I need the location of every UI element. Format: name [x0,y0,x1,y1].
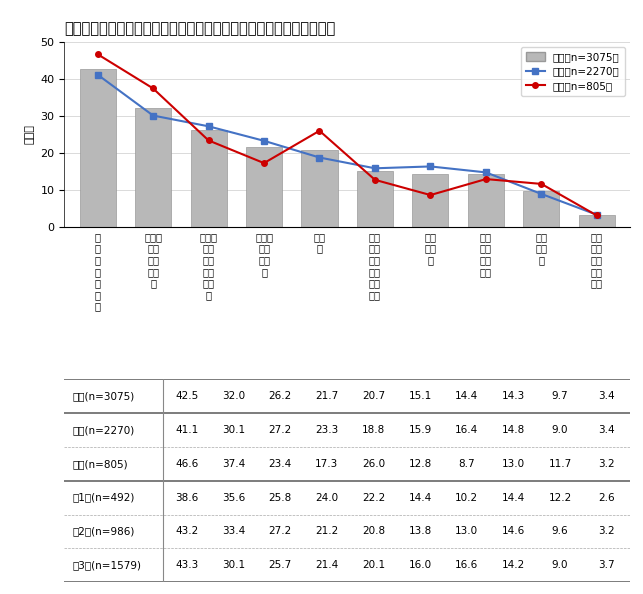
Bar [302,150,338,228]
Text: 33.4: 33.4 [222,526,245,536]
Bar [357,171,393,228]
Text: 3.2: 3.2 [599,526,615,536]
Text: 3.4: 3.4 [599,425,615,435]
Text: 人々を
魅了
する
力: 人々を 魅了 する 力 [255,232,273,277]
Text: 14.3: 14.3 [502,391,525,402]
Text: 20.7: 20.7 [362,391,385,402]
Bar [80,69,116,228]
Bar [468,174,504,228]
Text: 27.2: 27.2 [268,425,292,435]
Text: 行
動
力
・
実
行
力: 行 動 力 ・ 実 行 力 [95,232,100,311]
Text: 決断
力: 決断 力 [314,232,325,254]
Text: 22.2: 22.2 [362,492,385,503]
Text: 13.0: 13.0 [502,459,525,469]
Bar [412,174,448,228]
Text: 26.0: 26.0 [362,459,385,469]
Text: 男性(n=2270): 男性(n=2270) [72,425,134,435]
Text: 9.7: 9.7 [552,391,568,402]
Text: 16.4: 16.4 [455,425,478,435]
Text: 25.7: 25.7 [268,560,292,570]
Text: 誠実
さ・
身辺
の清
潔さ: 誠実 さ・ 身辺 の清 潔さ [591,232,603,288]
Text: 30.1: 30.1 [222,425,245,435]
Text: 高1生(n=492): 高1生(n=492) [72,492,134,503]
Text: 41.1: 41.1 [175,425,198,435]
Text: ［グラフ９］どんな資質を持ったリーダーになりたいか（複数回答）: ［グラフ９］どんな資質を持ったリーダーになりたいか（複数回答） [64,21,336,36]
Text: 13.0: 13.0 [455,526,478,536]
Text: 2.6: 2.6 [599,492,615,503]
Bar [523,191,559,228]
Text: ビジ
ョン
・構
想力: ビジ ョン ・構 想力 [480,232,492,277]
Text: 25.8: 25.8 [268,492,292,503]
Text: 12.2: 12.2 [548,492,572,503]
Text: 20.1: 20.1 [362,560,385,570]
Text: 情熱
・覚
悟: 情熱 ・覚 悟 [536,232,547,265]
Legend: 全体（n=3075）, 男性（n=2270）, 女性（n=805）: 全体（n=3075）, 男性（n=2270）, 女性（n=805） [521,47,625,96]
Text: 14.4: 14.4 [408,492,431,503]
Text: 全体(n=3075): 全体(n=3075) [72,391,134,402]
Text: 9.0: 9.0 [552,560,568,570]
Text: 15.9: 15.9 [408,425,431,435]
Text: 18.8: 18.8 [362,425,385,435]
Text: 8.7: 8.7 [458,459,475,469]
Text: 14.4: 14.4 [455,391,478,402]
Text: コミュ
ニケ
ーシ
ョン
力: コミュ ニケ ーシ ョン 力 [144,232,162,288]
Text: 16.6: 16.6 [455,560,478,570]
Text: 21.7: 21.7 [315,391,338,402]
Text: 43.2: 43.2 [175,526,198,536]
Text: 26.2: 26.2 [268,391,292,402]
Text: 27.2: 27.2 [268,526,292,536]
Y-axis label: （％）: （％） [25,125,35,144]
Text: 46.6: 46.6 [175,459,198,469]
Bar [579,215,615,228]
Text: 高2生(n=986): 高2生(n=986) [72,526,134,536]
Text: 高3生(n=1579): 高3生(n=1579) [72,560,141,570]
Text: 23.3: 23.3 [315,425,338,435]
Text: 14.8: 14.8 [502,425,525,435]
Text: 知識
・見
識: 知識 ・見 識 [424,232,437,265]
Text: 11.7: 11.7 [548,459,572,469]
Bar [135,109,171,228]
Text: 14.2: 14.2 [502,560,525,570]
Text: 人々を
説得
する
カリ
スマ
性: 人々を 説得 する カリ スマ 性 [199,232,217,300]
Text: 3.7: 3.7 [599,560,615,570]
Text: 女性(n=805): 女性(n=805) [72,459,128,469]
Bar [190,130,226,228]
Text: 10.2: 10.2 [455,492,478,503]
Text: 32.0: 32.0 [222,391,245,402]
Text: 38.6: 38.6 [175,492,198,503]
Text: 21.4: 21.4 [315,560,338,570]
Text: 16.0: 16.0 [408,560,431,570]
Text: 9.6: 9.6 [552,526,568,536]
Text: 23.4: 23.4 [268,459,292,469]
Text: 17.3: 17.3 [315,459,338,469]
Bar [246,147,282,228]
Text: 43.3: 43.3 [175,560,198,570]
Text: 15.1: 15.1 [408,391,431,402]
Text: 42.5: 42.5 [175,391,198,402]
Text: 結果
に対
する
責任
をも
つこ: 結果 に対 する 責任 をも つこ [369,232,381,300]
Text: 14.4: 14.4 [502,492,525,503]
Text: 12.8: 12.8 [408,459,431,469]
Text: 13.8: 13.8 [408,526,431,536]
Text: 21.2: 21.2 [315,526,338,536]
Text: 14.6: 14.6 [502,526,525,536]
Text: 35.6: 35.6 [222,492,245,503]
Text: 20.8: 20.8 [362,526,385,536]
Text: 24.0: 24.0 [315,492,338,503]
Text: 3.2: 3.2 [599,459,615,469]
Text: 37.4: 37.4 [222,459,245,469]
Text: 3.4: 3.4 [599,391,615,402]
Text: 9.0: 9.0 [552,425,568,435]
Text: 30.1: 30.1 [222,560,245,570]
